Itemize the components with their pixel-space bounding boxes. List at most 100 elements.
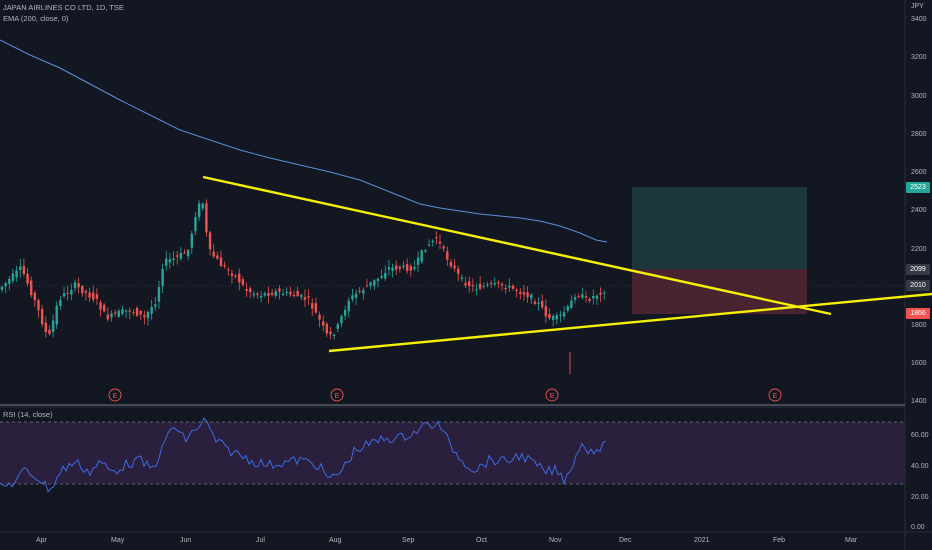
- currency-label: JPY: [911, 3, 924, 10]
- candle: [402, 265, 405, 268]
- candle: [478, 283, 482, 289]
- candle: [176, 255, 179, 257]
- candle: [409, 265, 412, 271]
- candle: [77, 283, 80, 288]
- candle: [95, 294, 99, 299]
- candle: [278, 288, 281, 292]
- candle: [387, 267, 391, 270]
- candle: [230, 273, 234, 276]
- time-tick: May: [111, 537, 125, 544]
- candle: [347, 300, 350, 312]
- candle: [113, 312, 117, 314]
- candle: [219, 257, 223, 266]
- candle: [135, 307, 139, 316]
- candle: [343, 310, 347, 316]
- time-tick: Oct: [476, 537, 487, 544]
- time-tick: Jun: [180, 537, 192, 544]
- candle: [405, 264, 409, 271]
- ema-200-line[interactable]: [0, 39, 608, 243]
- candle: [588, 299, 591, 301]
- candle: [438, 241, 442, 244]
- price-tick: 2600: [911, 169, 927, 176]
- candle: [179, 252, 183, 259]
- candle: [384, 272, 387, 279]
- candle: [468, 281, 471, 287]
- candle: [322, 321, 325, 326]
- candle: [460, 277, 464, 279]
- candle: [92, 292, 95, 300]
- candle: [500, 283, 504, 286]
- earnings-marker-icon: [108, 388, 122, 402]
- candle: [544, 306, 548, 317]
- candle: [26, 273, 29, 284]
- candle: [325, 323, 329, 334]
- candle: [139, 310, 142, 315]
- candle: [132, 312, 135, 314]
- candlestick-series[interactable]: [0, 199, 606, 374]
- candle: [99, 302, 102, 310]
- candle: [526, 292, 529, 297]
- candle: [267, 292, 270, 296]
- candle: [33, 292, 37, 301]
- candle: [201, 203, 204, 209]
- rsi-line[interactable]: [0, 417, 607, 493]
- candle: [365, 285, 369, 287]
- candle: [88, 292, 91, 298]
- candle: [592, 296, 595, 299]
- candle: [285, 291, 288, 293]
- ascending-trendline[interactable]: [328, 292, 932, 353]
- candle: [245, 289, 248, 291]
- rsi-tick: 20.00: [911, 494, 929, 501]
- candle: [427, 244, 431, 246]
- candle: [208, 232, 212, 250]
- candle: [172, 258, 175, 261]
- candle: [154, 304, 157, 307]
- candle: [398, 266, 402, 269]
- candle: [263, 293, 266, 296]
- time-tick: Feb: [773, 537, 786, 544]
- candle: [329, 331, 332, 335]
- candle: [446, 251, 449, 260]
- candle: [311, 303, 314, 309]
- candle: [62, 293, 66, 297]
- rsi-legend[interactable]: RSI (14, close): [3, 410, 53, 419]
- price-tick: 1400: [911, 398, 927, 405]
- candle: [256, 293, 259, 296]
- earnings-marker-icon: [545, 388, 559, 402]
- candle: [194, 216, 197, 232]
- candle: [296, 290, 299, 297]
- candle: [274, 291, 277, 296]
- candle: [11, 273, 15, 281]
- rsi-tick: 60.00: [911, 432, 929, 439]
- rsi-tick: 40.00: [911, 463, 929, 470]
- ema-legend[interactable]: EMA (200, close, 0): [3, 14, 69, 23]
- price-tick: 3200: [911, 54, 927, 61]
- candle: [0, 286, 4, 290]
- candle: [66, 292, 69, 294]
- candle: [22, 266, 26, 274]
- candle: [252, 293, 256, 296]
- price-tick: 2200: [911, 246, 927, 253]
- candle: [482, 286, 485, 288]
- candle: [37, 300, 40, 311]
- candle: [165, 258, 168, 266]
- candle: [351, 295, 354, 300]
- descending-trendline[interactable]: [202, 175, 832, 316]
- price-tick: 2400: [911, 207, 927, 214]
- candle: [530, 294, 533, 299]
- candle: [511, 285, 515, 289]
- candle: [486, 284, 489, 286]
- candle: [373, 280, 376, 286]
- candle: [442, 246, 445, 249]
- candle: [48, 329, 51, 334]
- candle: [289, 291, 292, 295]
- candle: [51, 320, 55, 332]
- candle: [599, 292, 602, 295]
- long-position-profit-zone[interactable]: [632, 187, 807, 269]
- symbol-legend[interactable]: JAPAN AIRLINES CO LTD, 1D, TSE: [3, 3, 124, 12]
- candle: [186, 250, 190, 257]
- price-tick: 1800: [911, 322, 927, 329]
- time-tick: Apr: [36, 537, 47, 544]
- candle: [223, 264, 226, 267]
